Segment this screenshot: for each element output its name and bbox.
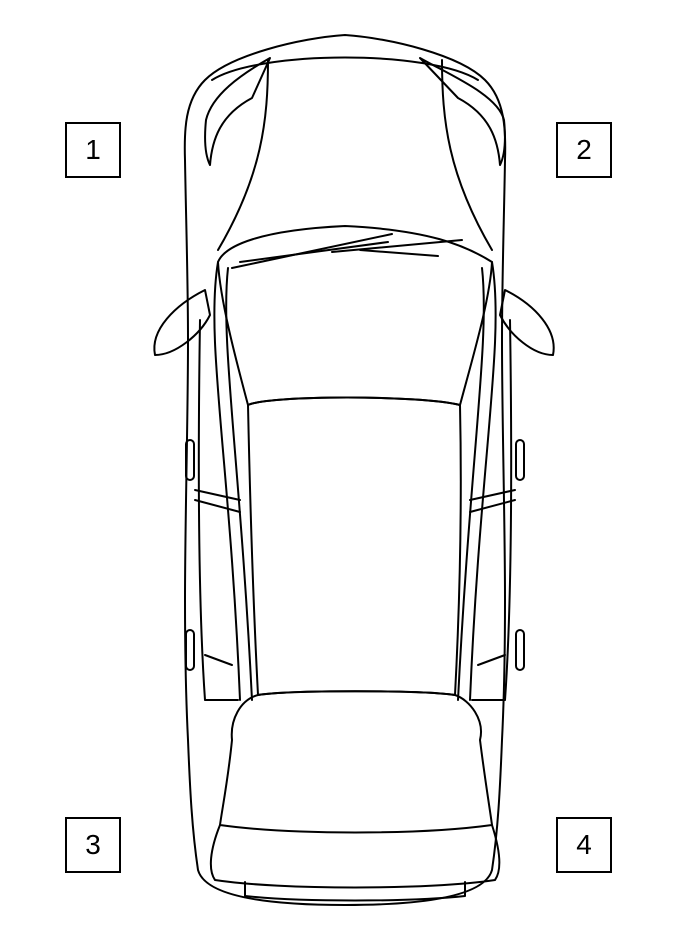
wiper-right2-icon bbox=[359, 249, 439, 257]
door-line-right-rear bbox=[477, 654, 506, 666]
car-hood-line-left bbox=[217, 59, 269, 251]
wiper-right-icon bbox=[331, 239, 463, 253]
position-label-2[interactable]: 2 bbox=[556, 122, 612, 178]
position-label-3-text: 3 bbox=[85, 829, 101, 860]
pillar-left-inner bbox=[225, 267, 253, 701]
wiper-left-icon bbox=[231, 233, 393, 269]
pillar-right-inner bbox=[457, 267, 485, 701]
headlight-left-icon bbox=[204, 57, 271, 166]
side-window-left bbox=[197, 319, 239, 701]
car-body-outline bbox=[183, 34, 507, 906]
door-handle-left-front bbox=[185, 439, 195, 481]
mirror-right-icon bbox=[499, 289, 555, 356]
position-label-1-text: 1 bbox=[85, 134, 101, 165]
car-front-grille-line bbox=[211, 56, 479, 81]
side-window-right bbox=[471, 319, 513, 701]
door-handle-left-rear bbox=[185, 629, 195, 671]
mirror-left-icon bbox=[153, 289, 211, 356]
position-label-1[interactable]: 1 bbox=[65, 122, 121, 178]
car-roof bbox=[247, 396, 462, 696]
door-line-left-front2 bbox=[194, 499, 241, 513]
door-line-right-front2 bbox=[469, 499, 516, 513]
wiper-left2-icon bbox=[239, 241, 389, 263]
door-line-right-front bbox=[469, 489, 516, 501]
rear-bumper bbox=[244, 881, 466, 902]
trunk-lid bbox=[209, 824, 501, 889]
position-label-4[interactable]: 4 bbox=[556, 817, 612, 873]
position-label-2-text: 2 bbox=[576, 134, 592, 165]
rear-window bbox=[219, 690, 493, 834]
pillar-right-outer bbox=[469, 261, 497, 701]
position-label-4-text: 4 bbox=[576, 829, 592, 860]
position-label-3[interactable]: 3 bbox=[65, 817, 121, 873]
windshield bbox=[217, 225, 493, 406]
pillar-left-outer bbox=[213, 261, 241, 701]
door-handle-right-front bbox=[515, 439, 525, 481]
door-line-left-front bbox=[194, 489, 241, 501]
door-handle-right-rear bbox=[515, 629, 525, 671]
headlight-right-icon bbox=[419, 57, 506, 166]
door-line-left-rear bbox=[204, 654, 233, 666]
